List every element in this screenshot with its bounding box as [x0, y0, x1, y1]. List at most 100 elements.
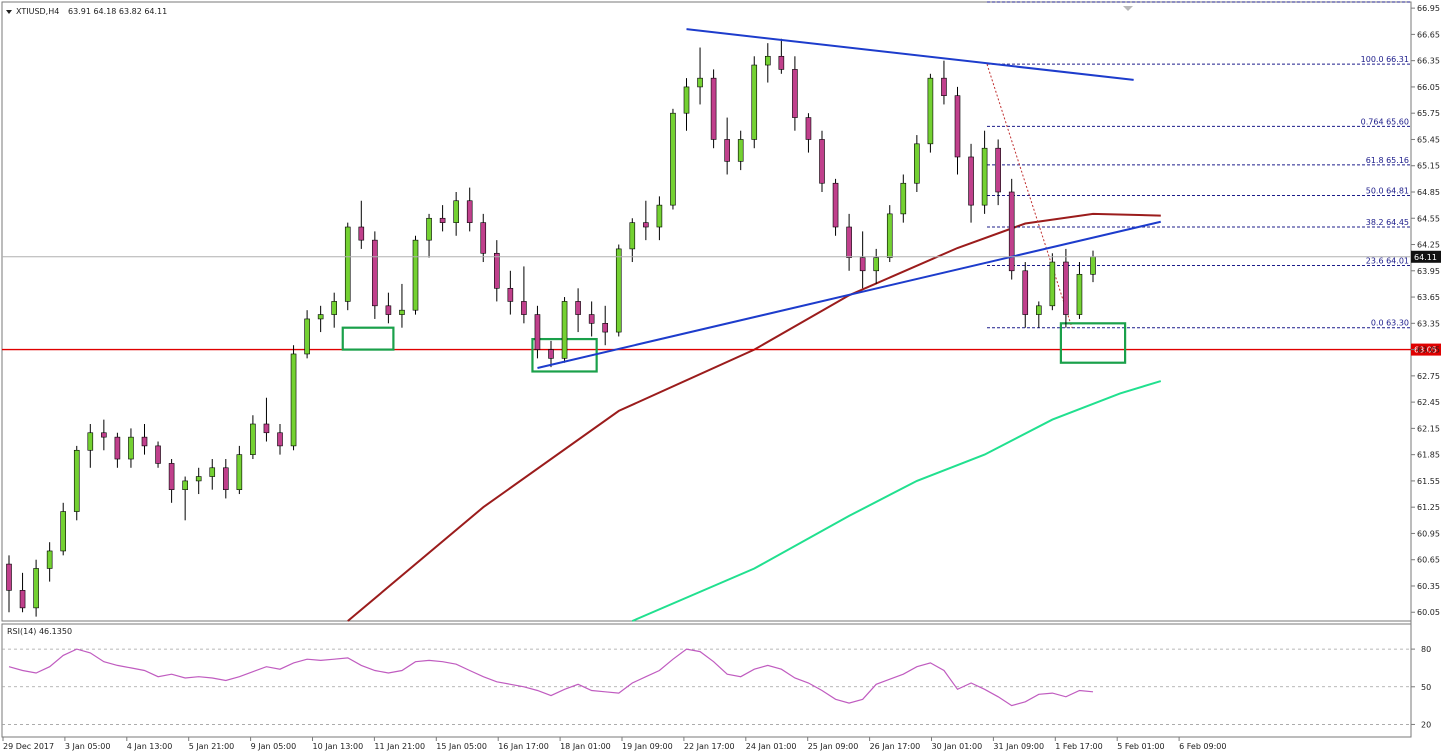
candle-up [344, 226, 351, 302]
candle-down [19, 590, 26, 609]
candle-up [764, 55, 771, 66]
price-tick-label: 65.75 [1417, 109, 1440, 118]
ohlc-values: 63.91 64.18 63.82 64.11 [68, 7, 167, 16]
candle-down [6, 563, 12, 591]
price-tick-label: 66.95 [1417, 4, 1440, 13]
time-tick-label: 5 Jan 21:00 [189, 742, 235, 751]
time-tick-label: 29 Dec 2017 [3, 742, 54, 751]
candle-up [670, 112, 676, 206]
support-level: 63.05 [2, 343, 1441, 356]
candle-up [46, 550, 53, 569]
fib-label: 38.2 64.45 [1366, 218, 1409, 227]
candle-down [643, 222, 649, 228]
candle-down [710, 77, 717, 140]
current-price-label: 64.11 [1414, 253, 1437, 262]
candle-up [1076, 273, 1083, 315]
price-tick-label: 60.95 [1417, 529, 1440, 538]
scroll-marker-icon[interactable] [1123, 6, 1133, 11]
time-tick-label: 25 Jan 09:00 [808, 742, 859, 751]
candle-down [819, 139, 825, 184]
price-tick-label: 61.55 [1417, 477, 1440, 486]
rsi-indicator: 80 50 20 [2, 645, 1431, 729]
candle-up [209, 467, 216, 477]
candle-down [141, 436, 148, 447]
candle-up [182, 480, 188, 490]
candle-up [33, 568, 39, 609]
candle-up [886, 213, 893, 258]
candle-up [290, 353, 297, 447]
chart-header: XTIUSD,H4 63.91 64.18 63.82 64.11 [6, 7, 167, 16]
candle-up [331, 301, 338, 315]
price-tick-label: 61.85 [1417, 451, 1440, 460]
time-tick-label: 6 Feb 09:00 [1179, 742, 1226, 751]
rsi-tick-label: 80 [1421, 645, 1431, 654]
candle-up [426, 217, 432, 241]
support-price-tag [1411, 343, 1441, 356]
candle-up [60, 511, 67, 552]
candle-down [941, 77, 947, 96]
candle-up [751, 64, 758, 140]
candle-down [385, 305, 392, 315]
candle-down [588, 314, 595, 324]
time-tick-label: 16 Jan 17:00 [498, 742, 549, 751]
candle-up [927, 77, 934, 145]
price-tick-label: 63.35 [1417, 319, 1440, 328]
price-tick-label: 60.35 [1417, 582, 1440, 591]
candle-up [629, 222, 636, 250]
candle-up [561, 301, 568, 359]
fib-label: 100.0 66.31 [1361, 55, 1409, 64]
rsi-tick-label: 50 [1421, 683, 1431, 692]
price-tick-label: 62.75 [1417, 372, 1440, 381]
time-tick-label: 24 Jan 01:00 [746, 742, 797, 751]
price-tick-label: 63.65 [1417, 293, 1440, 302]
candle-up [697, 77, 703, 88]
candle-down [372, 239, 378, 307]
time-tick-label: 9 Jan 05:00 [251, 742, 297, 751]
candle-down [1008, 191, 1015, 272]
falling-resistance-trendline [686, 28, 1134, 81]
highlight-box [341, 326, 395, 351]
price-tick-label: 62.45 [1417, 398, 1440, 407]
candle-down [832, 182, 839, 228]
time-tick-label: 3 Jan 05:00 [65, 742, 111, 751]
price-tick-label: 66.35 [1417, 57, 1440, 66]
time-axis: 29 Dec 2017 3 Jan 05:00 4 Jan 13:00 5 Jan 2… [2, 737, 1227, 751]
rsi-label: RSI(14) 46.1350 [7, 627, 72, 636]
current-price: 64.11 [2, 250, 1441, 263]
price-tick-label: 62.15 [1417, 424, 1440, 433]
candle-down [805, 117, 812, 140]
fib-label: 61.8 65.16 [1366, 156, 1409, 165]
fib-label: 23.6 64.01 [1366, 257, 1409, 266]
candle-up [87, 432, 94, 451]
price-tick-label: 66.65 [1417, 30, 1440, 39]
candle-down [995, 147, 1001, 193]
candle-down [439, 217, 446, 223]
candle-up [873, 257, 880, 272]
fib-label: 0.764 65.60 [1361, 117, 1409, 126]
candle-up [656, 204, 663, 228]
candle-down [101, 432, 107, 438]
candle-down [1063, 261, 1069, 315]
candle-up [1049, 261, 1056, 307]
time-tick-label: 1 Feb 17:00 [1055, 742, 1102, 751]
candle-down [724, 139, 730, 162]
candle-down [493, 252, 500, 289]
main-pane-frame [1, 1, 1412, 622]
candle-down [846, 226, 852, 258]
symbol-label: XTIUSD,H4 [16, 7, 59, 16]
candle-up [981, 147, 988, 206]
candle-down [778, 55, 785, 70]
candle-up [1036, 305, 1042, 315]
candle-down [968, 156, 974, 206]
time-tick-label: 15 Jan 05:00 [436, 742, 487, 751]
candle-down [575, 301, 581, 315]
candle-down [155, 445, 161, 464]
rsi-tick-label: 20 [1421, 720, 1431, 729]
time-tick-label: 11 Jan 21:00 [374, 742, 425, 751]
candle-down [277, 432, 283, 447]
ma-200-line [631, 380, 1162, 622]
candle-down [480, 222, 487, 254]
time-tick-label: 4 Jan 13:00 [127, 742, 173, 751]
header-dropdown-icon[interactable] [6, 10, 12, 14]
rsi-pane-frame [1, 623, 1412, 738]
